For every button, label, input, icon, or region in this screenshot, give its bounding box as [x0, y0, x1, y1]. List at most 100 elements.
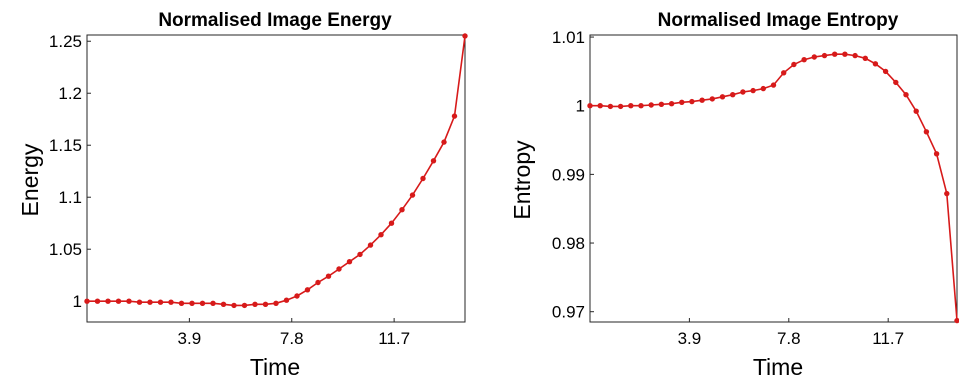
energy-y-tick-label: 1.2	[58, 84, 82, 103]
entropy-y-tick-label: 0.97	[552, 303, 585, 322]
entropy-data-point	[770, 82, 777, 88]
energy-data-point	[420, 175, 426, 182]
energy-series-line	[87, 35, 466, 307]
entropy-y-tick-label: 1	[576, 97, 585, 116]
entropy-data-point	[587, 103, 593, 109]
entropy-data-point	[668, 101, 675, 107]
entropy-data-point	[791, 61, 797, 68]
entropy-data-point	[730, 92, 736, 98]
entropy-y-tick-label: 0.98	[552, 234, 585, 253]
energy-x-tick-label: 7.8	[280, 329, 304, 348]
energy-x-axis-label: Time	[250, 354, 300, 380]
energy-data-point	[115, 298, 122, 304]
entropy-y-tick-label: 0.99	[552, 165, 585, 184]
energy-y-tick-label: 1.1	[58, 188, 82, 207]
entropy-data-point	[617, 103, 624, 110]
energy-y-ticks: 1 1.05 1.1 1.15 1.2 1.25	[49, 32, 91, 311]
energy-x-tick-label: 11.7	[378, 329, 410, 348]
entropy-data-point	[821, 52, 828, 59]
entropy-data-point	[852, 52, 858, 59]
entropy-data-point	[607, 103, 614, 110]
energy-series	[84, 33, 468, 309]
entropy-data-point	[781, 70, 787, 76]
energy-data-point	[441, 139, 447, 145]
energy-data-point	[273, 300, 279, 306]
energy-data-point	[409, 192, 416, 198]
entropy-data-point	[801, 57, 807, 63]
entropy-data-point	[719, 94, 726, 100]
energy-data-point	[388, 220, 395, 226]
entropy-data-point	[893, 79, 899, 86]
entropy-data-point	[923, 129, 930, 135]
energy-data-point	[315, 279, 321, 286]
entropy-chart-title: Normalised Image Entropy	[658, 10, 899, 31]
energy-data-point	[220, 301, 227, 307]
entropy-data-point	[597, 103, 603, 109]
energy-data-point	[147, 299, 153, 305]
entropy-x-ticks: 3.9 7.8 11.7	[678, 318, 904, 348]
entropy-data-point	[679, 99, 685, 106]
entropy-data-point	[842, 51, 848, 57]
entropy-plot-frame	[589, 34, 958, 323]
entropy-data-point	[740, 89, 746, 95]
entropy-data-point	[832, 51, 838, 57]
entropy-data-point	[658, 101, 665, 108]
energy-data-point	[325, 273, 332, 279]
energy-data-point	[462, 33, 468, 39]
energy-data-point	[252, 301, 258, 307]
entropy-data-point	[862, 55, 868, 61]
energy-data-point	[168, 299, 174, 305]
entropy-data-point	[689, 98, 695, 105]
entropy-y-ticks: 0.97 0.98 0.99 1 1.01	[552, 28, 594, 322]
energy-x-ticks: 3.9 7.8 11.7	[178, 318, 410, 348]
energy-y-tick-label: 1	[73, 292, 82, 311]
energy-data-point	[94, 298, 101, 304]
energy-data-point	[262, 301, 269, 307]
energy-chart-title: Normalised Image Energy	[158, 10, 392, 31]
energy-data-point	[178, 300, 185, 306]
entropy-data-point	[954, 317, 959, 324]
energy-data-point	[136, 299, 143, 305]
entropy-series-line	[590, 53, 958, 321]
energy-data-point	[357, 251, 363, 258]
entropy-y-axis-label: Entropy	[509, 140, 535, 220]
entropy-data-point	[933, 151, 940, 157]
entropy-data-point	[628, 103, 634, 109]
entropy-x-axis-label: Time	[753, 354, 803, 380]
energy-data-point	[336, 266, 342, 272]
energy-plot-frame	[86, 34, 466, 323]
energy-data-point	[378, 232, 384, 238]
entropy-chart: Normalised Image Entropy 3.9 7.8 11.7 0.97…	[509, 10, 959, 380]
entropy-data-point	[882, 68, 889, 75]
energy-data-point	[346, 259, 353, 265]
entropy-data-point	[760, 85, 766, 92]
entropy-data-point	[944, 190, 950, 197]
energy-data-point	[157, 299, 164, 305]
energy-data-point	[105, 298, 111, 304]
energy-data-point	[294, 293, 300, 299]
entropy-y-tick-label: 1.01	[552, 28, 585, 47]
energy-data-point	[283, 297, 290, 303]
energy-data-point	[231, 302, 237, 309]
entropy-x-tick-label: 3.9	[678, 329, 702, 348]
entropy-data-point	[811, 54, 817, 60]
entropy-data-point	[913, 108, 919, 114]
entropy-data-point	[872, 61, 879, 67]
entropy-data-point	[699, 97, 705, 103]
energy-data-point	[84, 298, 90, 304]
entropy-data-point	[709, 96, 715, 102]
energy-y-tick-label: 1.15	[49, 136, 82, 155]
energy-data-point	[199, 300, 206, 306]
energy-data-point	[451, 113, 458, 119]
energy-chart: Normalised Image Energy 3.9 7.8 11.7 1 1.05…	[17, 10, 468, 380]
energy-data-point	[241, 302, 248, 309]
entropy-data-point	[750, 87, 756, 94]
entropy-x-tick-label: 7.8	[777, 329, 801, 348]
entropy-data-point	[903, 92, 909, 98]
energy-y-tick-label: 1.25	[49, 32, 82, 51]
entropy-data-point	[638, 103, 644, 109]
entropy-series	[587, 51, 959, 324]
energy-data-point	[210, 300, 216, 306]
energy-data-point	[399, 207, 405, 213]
